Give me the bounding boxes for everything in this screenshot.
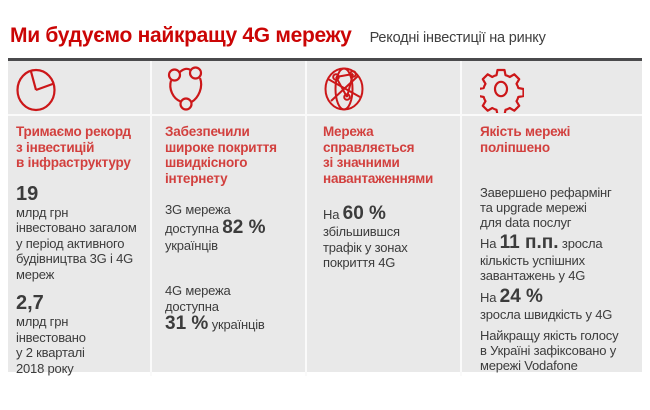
stat-4g-coverage: 4G мережа доступна 31 % українців [165, 283, 299, 334]
stat-text: українців [208, 317, 265, 332]
icon-band-divider [8, 114, 642, 116]
icon-band [323, 61, 454, 116]
icon-band [165, 61, 299, 116]
icon-band [480, 61, 632, 116]
stat-text: млрд грн інвестовано загалом у період ак… [16, 204, 137, 282]
stat-value: 60 % [342, 203, 386, 224]
para-voice-quality: Найкращу якість голосу в Україні зафіксо… [480, 328, 632, 373]
stat-text: 3G мережа доступна [165, 202, 231, 236]
para-text: На [480, 236, 500, 251]
stat-text: млрд грн інвестовано у 2 кварталі 2018 р… [16, 314, 86, 376]
column-heading: Якість мережі поліпшено [480, 124, 571, 155]
column-network-load: Мережа справляється зі значними навантаж… [305, 61, 460, 376]
column-heading: Забезпечили широке покриття швидкісного … [165, 124, 277, 186]
para-text: На [480, 290, 500, 305]
para-text: Найкращу якість голосу в Україні зафіксо… [480, 328, 619, 373]
stat-value: 11 п.п. [499, 232, 559, 253]
stat-quarter-investment: 2,7 млрд грн інвестовано у 2 кварталі 201… [16, 292, 144, 376]
column-coverage: Забезпечили широке покриття швидкісного … [150, 61, 305, 376]
stat-text: На [323, 207, 343, 222]
stat-value: 19 [16, 182, 39, 205]
stat-traffic-growth: На 60 % збільшившся трафік у зонах покри… [323, 204, 454, 271]
para-text: зросла кількість успішних завантажень у … [480, 236, 603, 283]
column-investments: Тримаємо рекорд з інвестицій в інфрастру… [8, 61, 150, 376]
network-nodes-icon [167, 65, 203, 111]
icon-band [16, 61, 144, 116]
para-refarming: Завершено рефармінг та upgrade мережі дл… [480, 185, 632, 230]
column-heading: Тримаємо рекорд з інвестицій в інфрастру… [16, 124, 131, 170]
stat-value: 2,7 [16, 292, 44, 314]
stat-value: 24 % [499, 286, 543, 307]
globe-network-icon [324, 67, 364, 110]
column-heading: Мережа справляється зі значними навантаж… [323, 124, 434, 186]
stat-text: 4G мережа доступна [165, 283, 231, 314]
stat-total-investment: 19 млрд грн інвестовано загалом у період … [16, 183, 144, 283]
header: Ми будуємо найкращу 4G мережу Рекодні ін… [10, 24, 642, 48]
stat-text: українців [165, 237, 218, 253]
infographic-panel: Тримаємо рекорд з інвестицій в інфрастру… [8, 58, 642, 376]
stat-value: 31 % [165, 313, 209, 334]
stat-text: збільшившся трафік у зонах покриття 4G [323, 224, 408, 270]
clock-icon [16, 68, 56, 111]
gear-icon [480, 68, 524, 113]
stat-value: 82 % [222, 216, 266, 238]
para-speed-growth: На 24 % зросла швидкість у 4G [480, 286, 632, 323]
column-quality: Якість мережі поліпшено Завершено рефарм… [460, 61, 642, 376]
para-downloads-growth: На 11 п.п. зросла кількість успішних зав… [480, 232, 632, 284]
page-subtitle: Рекодні інвестиції на ринку [369, 30, 546, 46]
para-text: Завершено рефармінг та upgrade мережі дл… [480, 185, 612, 230]
para-text: зросла швидкість у 4G [480, 307, 613, 322]
page-title: Ми будуємо найкращу 4G мережу [10, 24, 352, 47]
stat-3g-coverage: 3G мережа доступна 82 % українців [165, 202, 299, 253]
